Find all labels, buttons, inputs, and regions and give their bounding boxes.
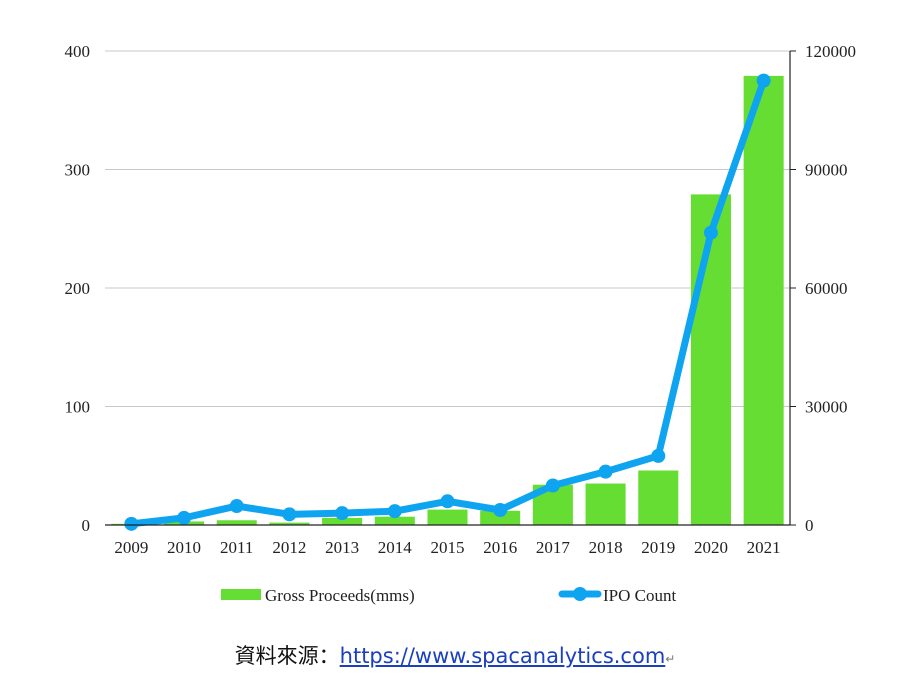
ipo-count-point xyxy=(124,516,139,531)
legend-label-gross-proceeds: Gross Proceeds(mms) xyxy=(265,586,415,605)
ipo-count-point xyxy=(703,225,718,240)
return-mark: ↵ xyxy=(665,652,676,666)
ipo-count-point xyxy=(282,507,297,522)
legend-label-ipo-count: IPO Count xyxy=(603,586,676,605)
ipo-count-point xyxy=(651,448,666,463)
ipo-count-point xyxy=(493,502,508,517)
bar xyxy=(216,520,257,525)
source-label: 資料來源： xyxy=(234,644,340,668)
ipo-count-point xyxy=(440,494,455,509)
source-caption: 資料來源：https://www.spacanalytics.com↵ xyxy=(0,640,910,670)
legend: Gross Proceeds(mms) IPO Count xyxy=(221,586,676,605)
x-tick-label: 2019 xyxy=(641,538,675,557)
ipo-count-point xyxy=(335,506,350,521)
left-tick-label: 0 xyxy=(82,516,91,535)
x-tick-label: 2015 xyxy=(431,538,465,557)
left-tick-label: 200 xyxy=(65,279,91,298)
x-tick-label: 2016 xyxy=(483,538,517,557)
ipo-count-point xyxy=(598,464,613,479)
bar xyxy=(690,194,731,525)
bar-series xyxy=(111,75,784,525)
legend-swatch-gross-proceeds xyxy=(221,589,261,600)
bar xyxy=(427,509,468,525)
source-link[interactable]: https://www.spacanalytics.com xyxy=(339,644,666,668)
ipo-count-line xyxy=(127,77,768,528)
x-tick-label: 2018 xyxy=(589,538,623,557)
x-tick-label: 2009 xyxy=(114,538,148,557)
ipo-count-point xyxy=(545,478,560,493)
bar xyxy=(374,516,415,525)
x-tick-label: 2013 xyxy=(325,538,359,557)
ipo-count-point xyxy=(387,504,402,519)
gridlines xyxy=(105,50,790,407)
right-tick-label: 0 xyxy=(805,516,814,535)
x-tick-label: 2020 xyxy=(694,538,728,557)
right-tick-label: 60000 xyxy=(805,279,848,298)
right-tick-label: 120000 xyxy=(805,42,856,61)
bar xyxy=(638,470,679,525)
x-tick-label: 2017 xyxy=(536,538,571,557)
bar xyxy=(480,510,521,525)
bar xyxy=(585,483,626,525)
axes: 0 100 200 300 400 0 30000 60000 90000 120000 2009 2… xyxy=(65,42,857,557)
x-tick-label: 2010 xyxy=(167,538,201,557)
legend-marker-ipo-count xyxy=(573,587,587,601)
ipo-count-point xyxy=(229,499,244,514)
line-series xyxy=(124,73,771,531)
right-tick-label: 90000 xyxy=(805,161,848,180)
left-tick-label: 300 xyxy=(65,161,91,180)
left-tick-label: 400 xyxy=(65,42,91,61)
ipo-count-point xyxy=(756,73,771,88)
bar xyxy=(269,522,310,525)
x-tick-label: 2012 xyxy=(272,538,306,557)
bar xyxy=(743,75,784,525)
right-tick-label: 30000 xyxy=(805,398,848,417)
bar xyxy=(322,517,363,525)
x-tick-label: 2014 xyxy=(378,538,413,557)
left-tick-label: 100 xyxy=(65,398,91,417)
combo-chart: 0 100 200 300 400 0 30000 60000 90000 120000 2009 2… xyxy=(65,42,857,605)
ipo-count-point xyxy=(177,510,192,525)
x-tick-label: 2021 xyxy=(747,538,781,557)
x-tick-label: 2011 xyxy=(220,538,253,557)
